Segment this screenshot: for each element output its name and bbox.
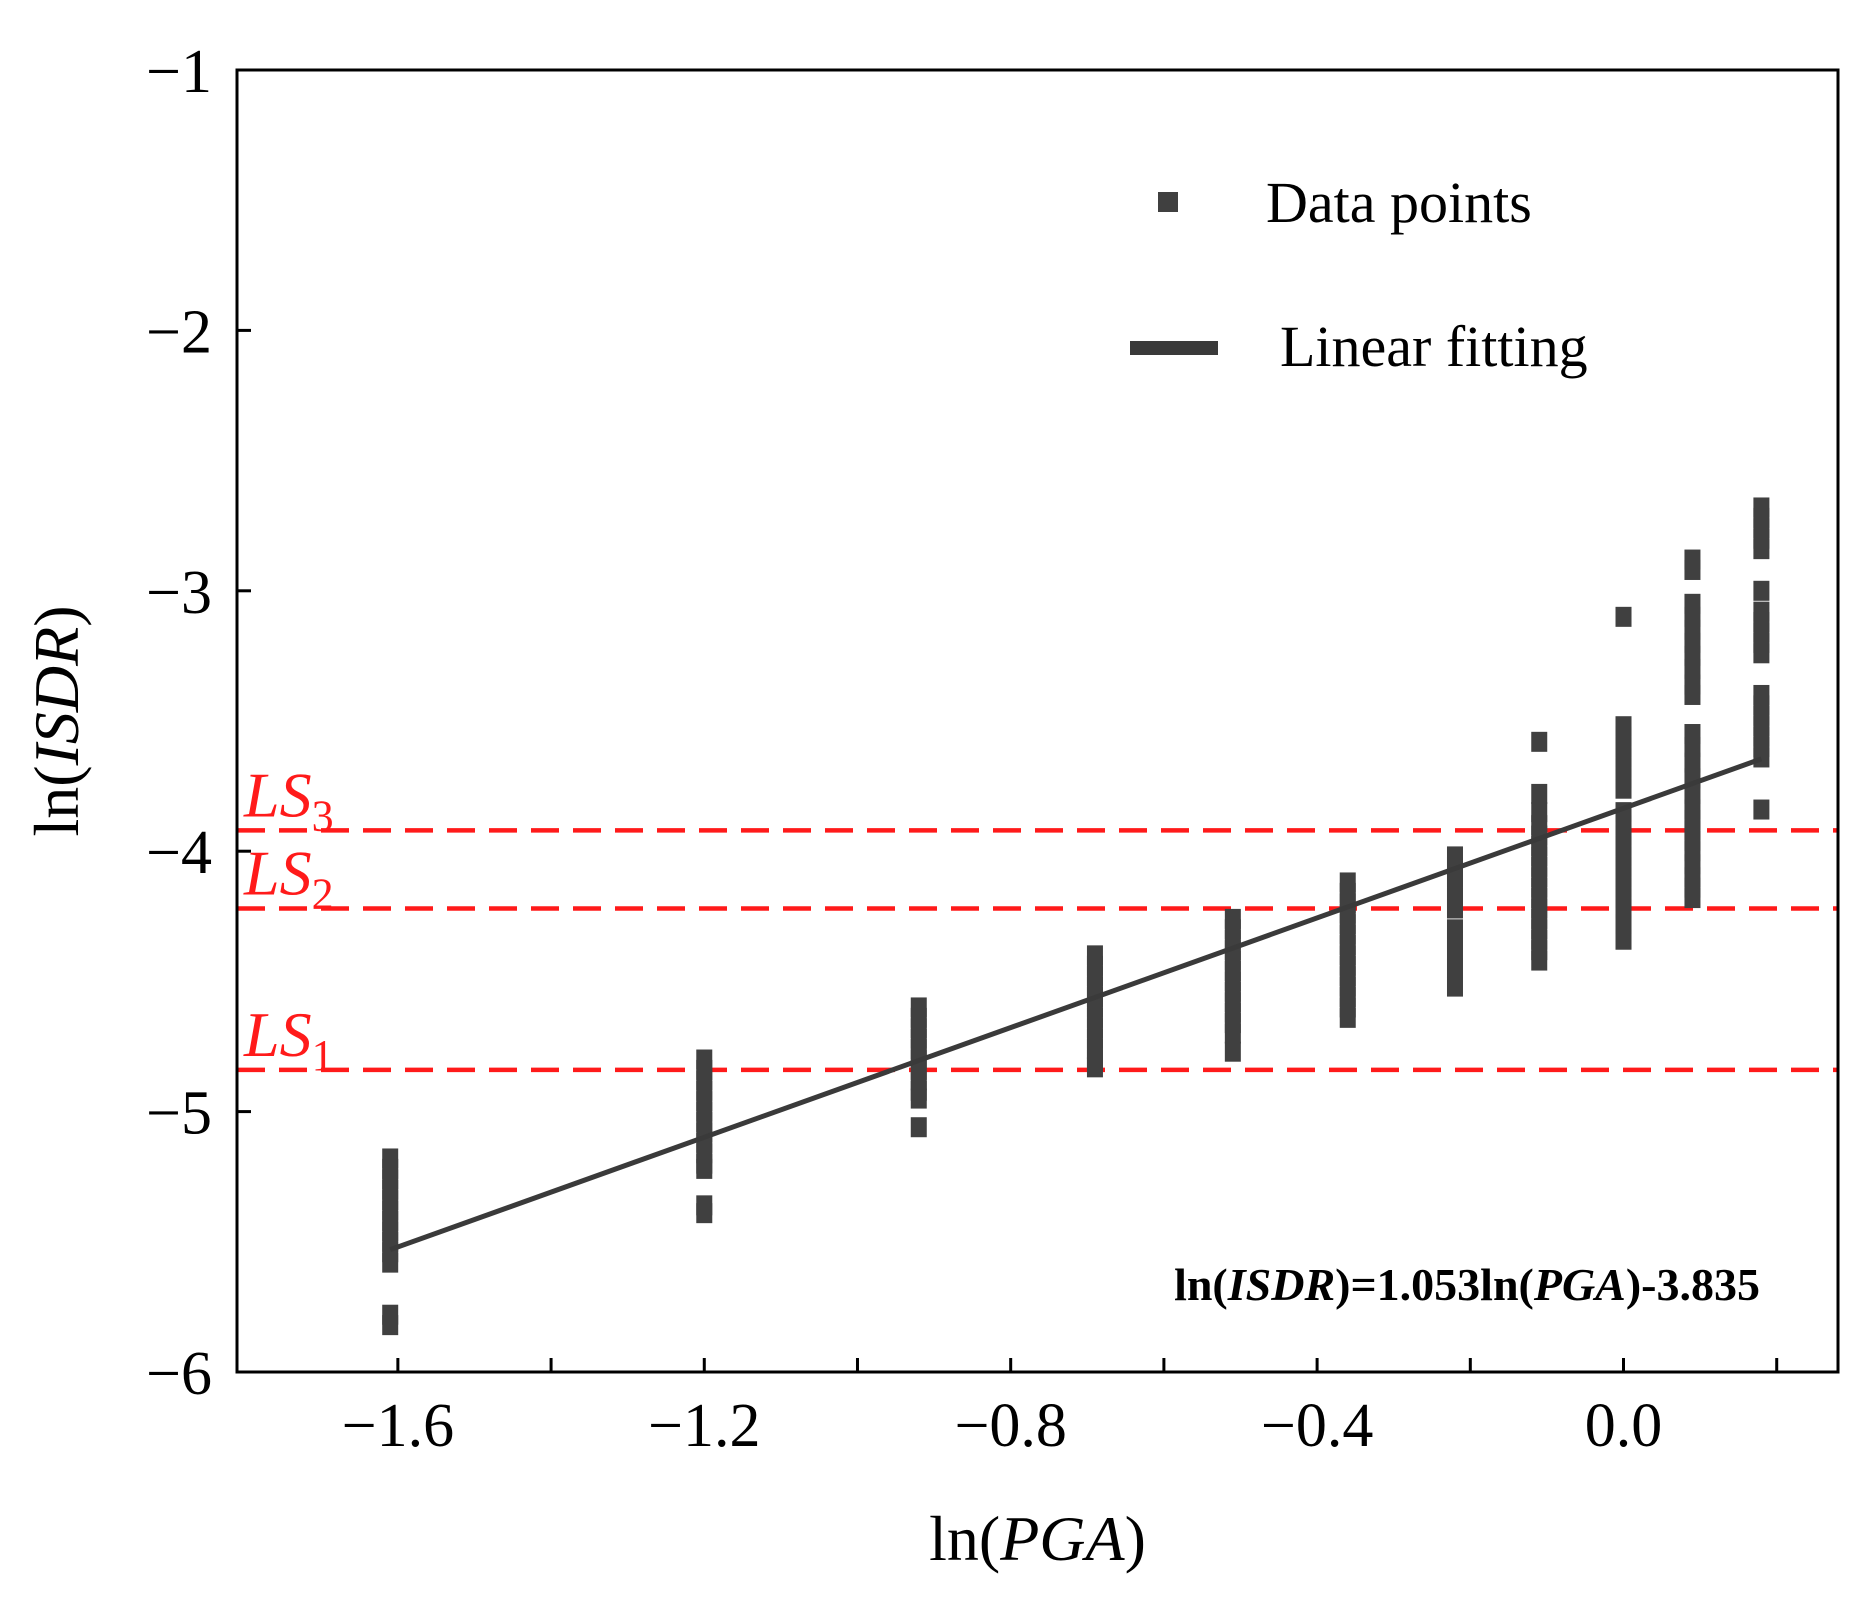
limit-label-subscript: 2 xyxy=(312,869,334,918)
legend-label-linear-fitting: Linear fitting xyxy=(1280,314,1588,379)
axis-ticks xyxy=(237,68,1779,1374)
y-axis-label-var: ISDR xyxy=(21,627,92,767)
equation-var-pga: PGA xyxy=(1533,1259,1626,1310)
y-axis-label-prefix: ln( xyxy=(21,765,92,836)
data-point xyxy=(1531,731,1548,752)
data-point xyxy=(1684,559,1701,580)
y-axis-label: ln(ISDR) xyxy=(21,605,92,836)
data-point xyxy=(1753,580,1770,601)
y-tick-label: −2 xyxy=(146,298,212,366)
data-point xyxy=(1531,783,1548,804)
equation-part-1: ln( xyxy=(1174,1259,1228,1310)
x-axis-label: ln(PGA) xyxy=(929,1503,1146,1574)
x-tick-label: −0.8 xyxy=(954,1392,1066,1460)
x-axis-label-suffix: ) xyxy=(1125,1503,1146,1574)
data-point xyxy=(1446,958,1463,979)
y-tick-label: −1 xyxy=(146,38,212,106)
data-point xyxy=(1753,799,1770,820)
legend-marker-linear-fitting xyxy=(1130,341,1218,355)
limit-label-subscript: 1 xyxy=(312,1031,334,1080)
legend-marker-data-points xyxy=(1158,192,1178,212)
data-point xyxy=(1224,1023,1241,1044)
plot-frame xyxy=(235,68,1840,1374)
x-tick-label: −1.6 xyxy=(342,1392,454,1460)
data-point xyxy=(910,1117,927,1138)
data-point xyxy=(696,1158,713,1179)
x-tick-label: −1.2 xyxy=(648,1392,760,1460)
data-point xyxy=(1086,1057,1103,1078)
limit-label-name: LS xyxy=(243,837,312,908)
limit-label-ls2: LS2 xyxy=(243,837,334,918)
legend: Data points Linear fitting xyxy=(1130,170,1588,379)
data-point xyxy=(1684,783,1701,804)
data-point xyxy=(1684,888,1701,909)
data-point xyxy=(696,1203,713,1224)
data-point xyxy=(1684,658,1701,679)
data-point xyxy=(1224,1041,1241,1062)
fit-equation: ln(ISDR)=1.053ln(PGA)-3.835 xyxy=(1174,1259,1760,1310)
data-point xyxy=(1684,684,1701,705)
x-tick-labels: −1.6 −1.2 −0.8 −0.4 0.0 xyxy=(342,1392,1663,1460)
data-point xyxy=(1615,778,1632,799)
data-point xyxy=(1446,940,1463,961)
data-point xyxy=(1615,606,1632,627)
x-axis-label-var: PGA xyxy=(999,1503,1125,1574)
data-point xyxy=(1446,976,1463,997)
y-axis-label-suffix: ) xyxy=(21,605,92,626)
data-point xyxy=(1615,898,1632,919)
data-point xyxy=(1753,747,1770,768)
limit-label-ls1: LS1 xyxy=(243,999,334,1080)
x-tick-label: −0.4 xyxy=(1261,1392,1373,1460)
equation-part-2: )=1.053ln( xyxy=(1335,1259,1534,1310)
y-tick-label: −3 xyxy=(146,559,212,627)
fit-line xyxy=(389,756,1763,1253)
data-point xyxy=(1339,1007,1356,1028)
limit-label-ls3: LS3 xyxy=(243,759,334,840)
data-point xyxy=(1615,929,1632,950)
data-point xyxy=(1615,914,1632,935)
y-tick-label: −6 xyxy=(146,1340,212,1408)
x-tick-label: 0.0 xyxy=(1585,1392,1663,1460)
data-point xyxy=(1531,950,1548,971)
data-point xyxy=(1684,737,1701,758)
data-point xyxy=(1753,539,1770,560)
fit-line-layer xyxy=(389,756,1763,1253)
y-tick-label: −4 xyxy=(146,819,212,887)
x-axis-label-prefix: ln( xyxy=(929,1503,1000,1574)
equation-part-3: )-3.835 xyxy=(1626,1259,1760,1310)
equation-var-isdr: ISDR xyxy=(1227,1259,1335,1310)
data-point xyxy=(1446,898,1463,919)
legend-label-data-points: Data points xyxy=(1266,170,1532,235)
data-point xyxy=(910,1088,927,1109)
data-points xyxy=(382,497,1770,1336)
limit-label-name: LS xyxy=(243,759,312,830)
y-tick-label: −5 xyxy=(146,1080,212,1148)
data-point xyxy=(382,1252,399,1273)
limit-label-name: LS xyxy=(243,999,312,1070)
limit-lines xyxy=(237,828,1838,1073)
limit-label-subscript: 3 xyxy=(312,791,334,840)
data-point xyxy=(1684,752,1701,773)
y-tick-labels: −6 −5 −4 −3 −2 −1 xyxy=(146,38,212,1408)
data-point xyxy=(382,1315,399,1336)
data-point xyxy=(1753,643,1770,664)
